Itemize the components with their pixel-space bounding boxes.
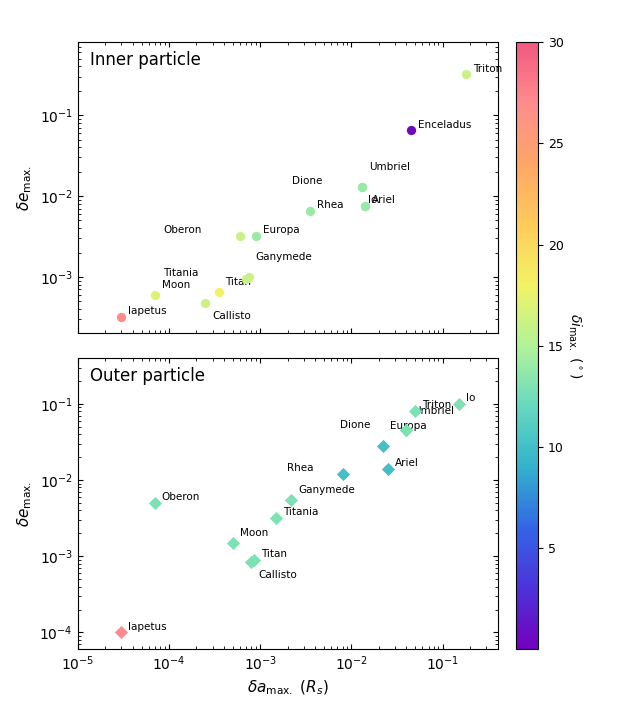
Point: [383, 463, 392, 475]
Text: Callisto: Callisto: [212, 312, 251, 322]
Text: Ariel: Ariel: [395, 458, 419, 468]
Text: Titania: Titania: [163, 268, 198, 278]
Point: [360, 201, 369, 212]
Point: [116, 311, 126, 322]
Text: Enceladus: Enceladus: [418, 119, 471, 129]
Text: Iapetus: Iapetus: [128, 622, 167, 632]
Text: Umbriel: Umbriel: [413, 406, 454, 416]
Text: Moon: Moon: [162, 280, 190, 290]
Text: Oberon: Oberon: [164, 225, 202, 235]
Text: Rhea: Rhea: [317, 200, 343, 211]
X-axis label: $\delta a_{\mathrm{max.}}$ ($R_s$): $\delta a_{\mathrm{max.}}$ ($R_s$): [247, 678, 328, 697]
Point: [200, 297, 210, 308]
Text: Iapetus: Iapetus: [128, 306, 167, 316]
Point: [357, 181, 367, 192]
Text: Inner particle: Inner particle: [90, 51, 202, 69]
Point: [246, 556, 256, 567]
Y-axis label: $\delta e_{\mathrm{max.}}$: $\delta e_{\mathrm{max.}}$: [16, 165, 34, 211]
Text: Europa: Europa: [389, 421, 426, 431]
Text: Moon: Moon: [239, 528, 268, 538]
Point: [235, 230, 245, 241]
Text: Triton: Triton: [422, 401, 452, 411]
Text: Io: Io: [466, 393, 475, 403]
Point: [360, 201, 369, 212]
Text: Europa: Europa: [263, 225, 300, 235]
Point: [338, 468, 348, 479]
Text: Ariel: Ariel: [372, 195, 396, 206]
Text: Ganymede: Ganymede: [256, 252, 312, 263]
Point: [228, 537, 238, 548]
Point: [251, 230, 261, 241]
Text: Outer particle: Outer particle: [90, 366, 205, 385]
Point: [454, 398, 464, 409]
Point: [287, 494, 297, 505]
Text: Umbriel: Umbriel: [369, 162, 410, 172]
Text: Titan: Titan: [261, 549, 287, 559]
Y-axis label: $\delta i_{\mathrm{max.}}$ ($^\circ$): $\delta i_{\mathrm{max.}}$ ($^\circ$): [565, 313, 583, 378]
Point: [305, 206, 315, 217]
Point: [244, 271, 254, 282]
Point: [150, 498, 160, 509]
Text: Dione: Dione: [292, 176, 323, 186]
Point: [406, 125, 416, 136]
Y-axis label: $\delta e_{\mathrm{max.}}$: $\delta e_{\mathrm{max.}}$: [15, 481, 34, 526]
Point: [378, 440, 388, 451]
Text: Io: Io: [368, 195, 377, 206]
Point: [357, 181, 367, 192]
Point: [271, 512, 281, 524]
Text: Triton: Triton: [473, 63, 502, 74]
Text: Titania: Titania: [283, 507, 318, 517]
Point: [401, 425, 411, 436]
Point: [249, 554, 259, 565]
Point: [241, 273, 251, 284]
Text: Callisto: Callisto: [258, 570, 297, 581]
Point: [213, 286, 223, 298]
Point: [401, 425, 411, 436]
Point: [461, 69, 471, 80]
Text: Ganymede: Ganymede: [299, 485, 355, 495]
Point: [150, 289, 160, 300]
Text: Oberon: Oberon: [162, 492, 200, 502]
Point: [116, 627, 126, 638]
Text: Titan: Titan: [226, 277, 251, 287]
Text: Dione: Dione: [340, 420, 370, 430]
Point: [411, 406, 420, 417]
Text: Rhea: Rhea: [287, 463, 313, 473]
